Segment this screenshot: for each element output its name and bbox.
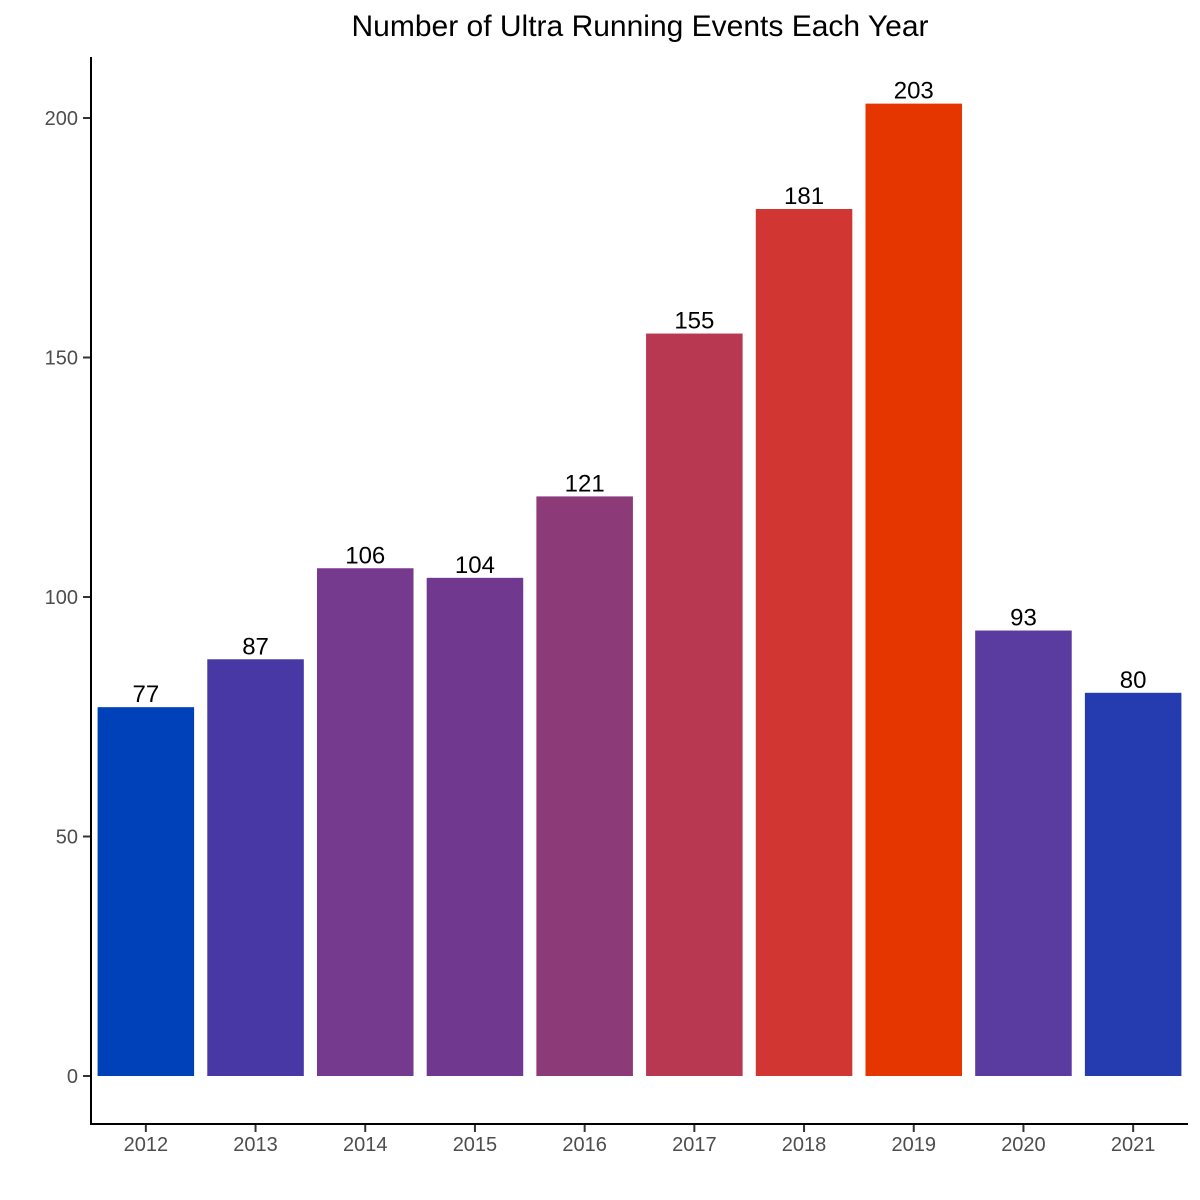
x-tick-label-2016: 2016 bbox=[562, 1134, 607, 1156]
data-label-2018: 181 bbox=[784, 183, 824, 210]
data-label-2021: 80 bbox=[1120, 667, 1147, 694]
y-axis: 0 50 100 150 200 bbox=[45, 108, 91, 1088]
x-tick-label-2017: 2017 bbox=[672, 1134, 717, 1156]
data-label-2016: 121 bbox=[565, 470, 605, 497]
y-tick-label: 200 bbox=[45, 108, 78, 130]
bar-2017 bbox=[646, 334, 743, 1076]
bar-2019 bbox=[865, 104, 962, 1076]
x-tick-label-2014: 2014 bbox=[343, 1134, 388, 1156]
x-tick-label-2020: 2020 bbox=[1001, 1134, 1046, 1156]
bar-2012 bbox=[98, 707, 195, 1076]
x-tick-label-2012: 2012 bbox=[124, 1134, 169, 1156]
y-tick-label: 100 bbox=[45, 587, 78, 609]
data-label-2015: 104 bbox=[455, 552, 495, 579]
bar-2015 bbox=[427, 578, 524, 1076]
y-tick-label: 150 bbox=[45, 348, 78, 370]
data-label-2017: 155 bbox=[674, 308, 714, 335]
bar-2018 bbox=[756, 209, 853, 1076]
x-axis: 2012 2013 2014 2015 2016 2017 2018 2019 2020 2021 bbox=[124, 1124, 1156, 1156]
x-tick-label-2021: 2021 bbox=[1111, 1134, 1156, 1156]
data-label-2014: 106 bbox=[345, 542, 385, 569]
data-label-2019: 203 bbox=[894, 78, 934, 105]
data-labels-group: 77 87 106 104 121 155 181 203 93 80 bbox=[132, 78, 1146, 709]
bar-2013 bbox=[207, 659, 304, 1076]
bars-group bbox=[98, 104, 1182, 1076]
data-label-2013: 87 bbox=[242, 633, 269, 660]
data-label-2020: 93 bbox=[1010, 605, 1037, 632]
chart-title: Number of Ultra Running Events Each Year bbox=[352, 10, 929, 43]
y-tick-label: 0 bbox=[67, 1066, 78, 1088]
bar-2014 bbox=[317, 568, 414, 1076]
bar-2016 bbox=[536, 496, 633, 1076]
x-tick-label-2019: 2019 bbox=[892, 1134, 937, 1156]
y-tick-label: 50 bbox=[56, 827, 78, 849]
x-tick-label-2018: 2018 bbox=[782, 1134, 827, 1156]
data-label-2012: 77 bbox=[132, 681, 159, 708]
bar-2020 bbox=[975, 631, 1072, 1076]
x-tick-label-2015: 2015 bbox=[453, 1134, 498, 1156]
bar-2021 bbox=[1085, 693, 1182, 1076]
x-tick-label-2013: 2013 bbox=[233, 1134, 278, 1156]
